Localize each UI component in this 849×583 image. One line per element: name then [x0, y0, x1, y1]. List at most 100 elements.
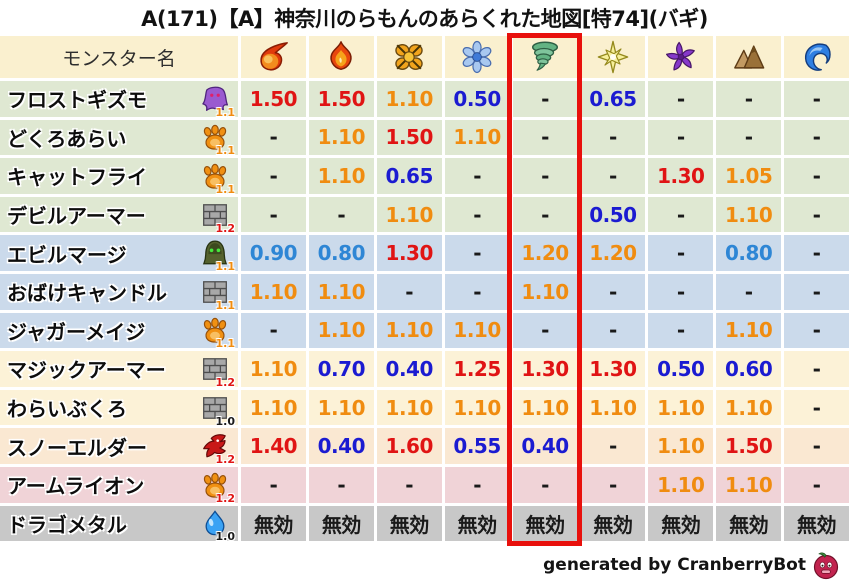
multiplier-value: - [541, 125, 549, 150]
multiplier-value: 1.10 [317, 279, 366, 304]
multiplier-cell: 0.80 [308, 235, 374, 271]
weight-badge: 1.0 [215, 530, 236, 544]
monster-name: アームライオン [7, 474, 145, 499]
multiplier-cell: - [376, 273, 442, 310]
multiplier-value: - [744, 125, 753, 150]
multiplier-cell: 1.10 [241, 351, 306, 387]
multiplier-cell: 0.65 [580, 81, 646, 117]
multiplier-cell: - [580, 466, 646, 503]
multiplier-cell: 1.20 [580, 235, 646, 271]
multiplier-cell: 1.10 [376, 81, 442, 117]
multiplier-value: 1.10 [453, 125, 501, 150]
multiplier-cell: 1.10 [376, 389, 442, 426]
multiplier-value: 1.10 [521, 279, 569, 304]
multiplier-cell: 1.50 [376, 119, 442, 156]
multiplier-cell: - [648, 273, 714, 310]
multiplier-cell: 1.10 [716, 312, 782, 349]
multiplier-value: - [269, 472, 278, 497]
multiplier-value: - [812, 318, 821, 343]
multiplier-value: 1.10 [317, 395, 366, 420]
multiplier-value: - [541, 163, 549, 188]
multiplier-value: - [812, 356, 821, 381]
multiplier-cell: 1.10 [648, 389, 714, 426]
multiplier-cell: - [512, 466, 578, 503]
tornado-column-header [512, 36, 578, 78]
multiplier-value: 0.50 [657, 356, 705, 381]
brick-icon: 1.2 [201, 355, 235, 389]
multiplier-value: - [473, 241, 481, 266]
multiplier-value: 無効 [729, 512, 769, 537]
immunity-cell: 無効 [716, 505, 782, 542]
multiplier-value: - [608, 125, 617, 150]
dragon-icon: 1.2 [201, 432, 235, 466]
multiplier-value: 0.65 [385, 163, 434, 188]
multiplier-value: 1.10 [724, 395, 773, 420]
multiplier-cell: - [784, 389, 849, 426]
multiplier-value: - [608, 163, 617, 188]
monster-name: デビルアーマー [7, 204, 146, 229]
monster-name-cell: エビルマージ 1.1 [0, 235, 238, 273]
monster-name: わらいぶくろ [7, 397, 127, 422]
multiplier-cell: - [241, 119, 306, 156]
snowflake-column-header [444, 36, 510, 78]
multiplier-value: - [608, 434, 617, 459]
multiplier-value: 1.10 [657, 434, 705, 459]
multiplier-value: 1.50 [724, 434, 773, 459]
multiplier-value: - [744, 279, 753, 304]
immunity-cell: 無効 [580, 505, 646, 542]
multiplier-value: 1.10 [385, 395, 434, 420]
paw-icon: 1.1 [201, 316, 235, 350]
flame-icon [324, 40, 358, 74]
multiplier-cell: 1.10 [716, 196, 782, 233]
multiplier-value: - [812, 202, 821, 227]
multiplier-cell: - [784, 119, 849, 156]
multiplier-cell: - [512, 119, 578, 156]
multiplier-cell: 1.10 [308, 273, 374, 310]
multiplier-cell: - [784, 428, 849, 464]
multiplier-value: - [812, 241, 821, 266]
weight-badge: 1.2 [215, 375, 236, 389]
multiplier-cell: - [512, 196, 578, 233]
multiplier-cell: - [376, 466, 442, 503]
starburst-column-header [580, 36, 646, 78]
multiplier-cell: 0.65 [376, 158, 442, 194]
multiplier-cell: 1.10 [241, 273, 306, 310]
multiplier-cell: 0.55 [444, 428, 510, 464]
multiplier-value: - [812, 279, 821, 304]
multiplier-cell: - [784, 158, 849, 194]
monster-name: スノーエルダー [7, 435, 147, 460]
multiplier-cell: - [444, 466, 510, 503]
multiplier-value: - [473, 279, 481, 304]
pinwheel-icon [664, 40, 698, 74]
multiplier-value: - [812, 395, 821, 420]
resistance-table: モンスター名 フロストギズモ 1.1 1.50 1.50 1.10 0.50 - 0.65 - -… [0, 36, 849, 544]
multiplier-value: 1.60 [385, 434, 434, 459]
multiplier-cell: - [512, 81, 578, 117]
multiplier-value: 1.30 [385, 241, 434, 266]
multiplier-value: 1.30 [657, 163, 705, 188]
immunity-cell: 無効 [376, 505, 442, 542]
multiplier-value: 1.05 [724, 163, 773, 188]
multiplier-cell: 1.10 [308, 312, 374, 349]
multiplier-value: 0.40 [317, 434, 366, 459]
monster-name: キャットフライ [7, 165, 147, 190]
footer: generated by CranberryBot [543, 549, 841, 581]
multiplier-value: - [608, 279, 617, 304]
monster-name-column-header: モンスター名 [0, 36, 238, 78]
mountain-icon [732, 40, 766, 74]
multiplier-value: - [812, 125, 821, 150]
multiplier-value: 1.10 [657, 395, 705, 420]
multiplier-value: - [676, 202, 685, 227]
multiplier-cell: 1.10 [444, 389, 510, 426]
multiplier-value: - [269, 318, 278, 343]
multiplier-value: 1.10 [724, 202, 773, 227]
multiplier-value: 1.10 [589, 395, 637, 420]
multiplier-value: 1.20 [589, 241, 637, 266]
multiplier-cell: - [784, 235, 849, 271]
multiplier-value: 1.10 [317, 125, 366, 150]
multiplier-value: - [269, 202, 278, 227]
hood-icon: 1.1 [201, 239, 235, 273]
multiplier-cell: - [580, 119, 646, 156]
multiplier-value: 1.30 [589, 356, 637, 381]
